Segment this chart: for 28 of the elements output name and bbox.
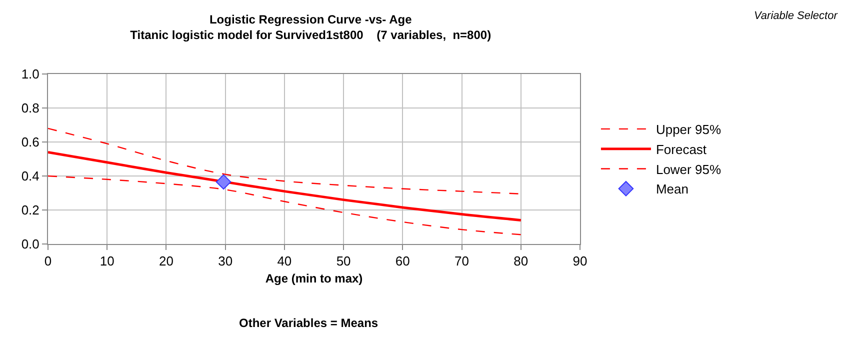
x-tick-label: 80 [514, 254, 528, 269]
legend-label: Forecast [656, 142, 707, 157]
x-tick-label: 50 [336, 254, 351, 269]
x-tick-label: 20 [158, 254, 174, 269]
x-tick-label: 10 [100, 254, 114, 269]
y-tick-label: 0.4 [21, 168, 40, 184]
x-tick-label: 70 [454, 254, 470, 269]
legend-label: Upper 95% [656, 122, 722, 138]
x-tick-label: 30 [218, 254, 233, 269]
x-tick-label: 90 [572, 254, 588, 269]
chart-subtitle: Titanic logistic model for Survived1st800 (7 variables, n=800) [130, 28, 492, 42]
line-series [48, 150, 522, 222]
legend-label: Lower 95% [656, 162, 722, 177]
x-axis-title: Age (min to max) [265, 272, 363, 286]
y-tick-label: 1.0 [21, 66, 40, 82]
y-tick-label: 0.6 [21, 134, 40, 150]
line-series [48, 128, 522, 194]
y-tick-label: 0.0 [21, 236, 40, 252]
chart-title: Logistic Regression Curve -vs- Age [209, 12, 412, 27]
x-tick-label: 60 [395, 254, 410, 269]
text: Variable Selector [754, 10, 839, 22]
legend-label: Mean [656, 182, 688, 197]
text: Other Variables = Means [239, 316, 378, 330]
y-tick-label: 0.2 [21, 202, 40, 218]
x-tick-label: 40 [277, 254, 292, 269]
x-tick-label: 0 [44, 254, 52, 269]
line-series [48, 175, 522, 236]
y-tick-label: 0.8 [21, 100, 40, 116]
